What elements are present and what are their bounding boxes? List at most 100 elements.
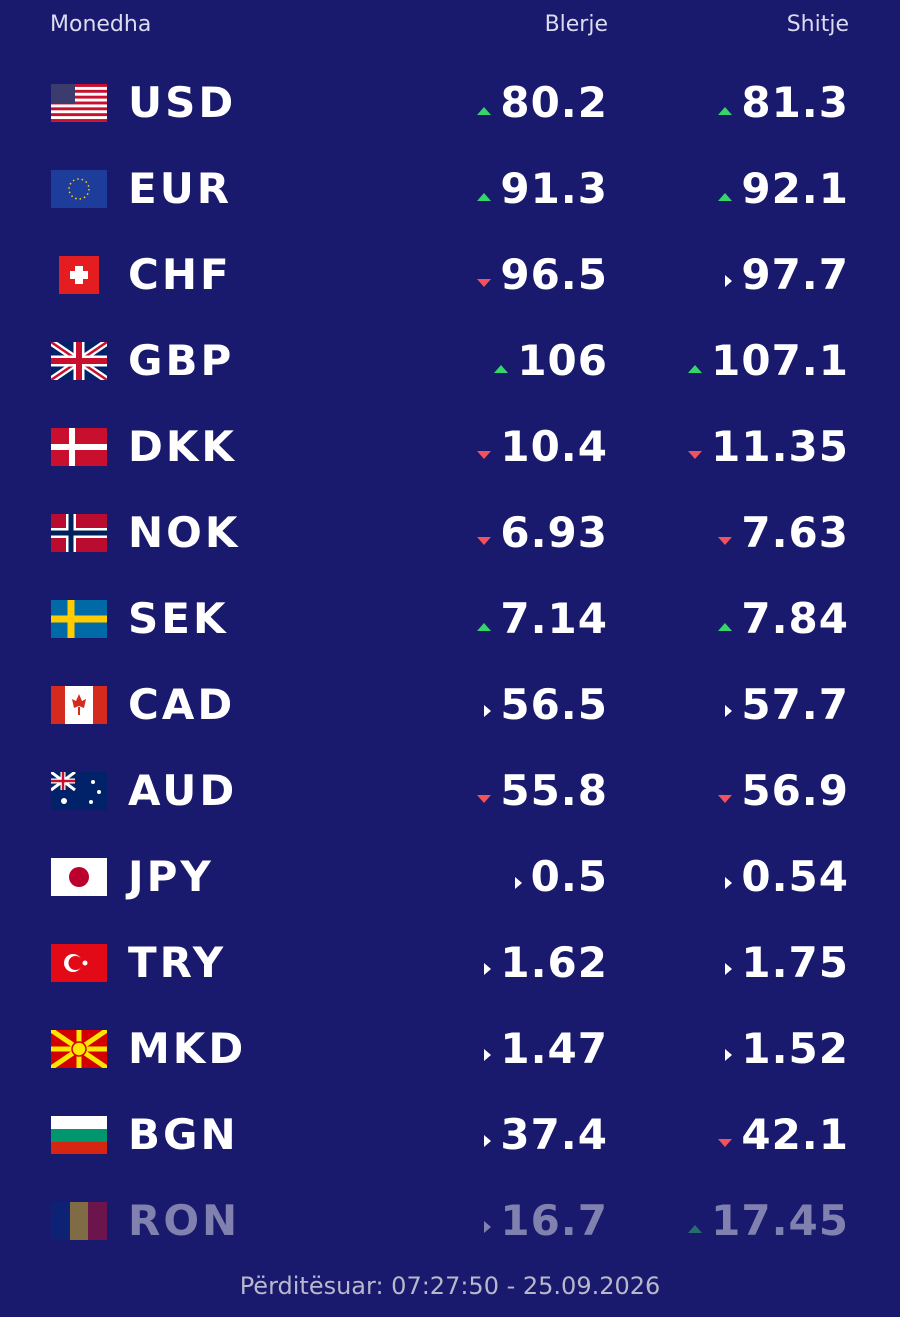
buy-rate: 1.62 bbox=[500, 938, 608, 987]
buy-rate: 7.14 bbox=[500, 594, 608, 643]
trend-up bbox=[717, 78, 741, 127]
icon-shape bbox=[51, 1142, 107, 1154]
icon-shape bbox=[51, 686, 65, 724]
icon-shape bbox=[688, 451, 703, 459]
buy-rate-cell: 96.5 bbox=[476, 250, 608, 299]
sell-rate: 1.75 bbox=[741, 938, 849, 987]
buy-rate: 16.7 bbox=[500, 1196, 608, 1245]
icon-shape bbox=[718, 107, 733, 115]
icon-shape bbox=[70, 271, 88, 279]
currency-code: SEK bbox=[128, 594, 229, 643]
currency-code: GBP bbox=[128, 336, 235, 385]
icon-shape bbox=[51, 772, 75, 790]
flag-icon bbox=[59, 256, 99, 294]
trend-up bbox=[687, 1196, 711, 1245]
buy-rate-cell: 16.7 bbox=[482, 1196, 608, 1245]
icon-shape bbox=[51, 1116, 107, 1129]
icon-shape bbox=[477, 623, 492, 631]
icon-shape bbox=[51, 514, 107, 552]
icon-shape bbox=[477, 537, 492, 545]
icon-shape bbox=[51, 119, 107, 122]
sell-rate-cell: 7.63 bbox=[717, 508, 849, 557]
sell-rate-cell: 81.3 bbox=[717, 78, 849, 127]
sell-rate: 42.1 bbox=[741, 1110, 849, 1159]
trend-down bbox=[476, 766, 500, 815]
icon-shape bbox=[484, 963, 492, 975]
buy-rate-cell: 55.8 bbox=[476, 766, 608, 815]
trend-down bbox=[476, 508, 500, 557]
currency-row: JPY 0.5 0.54 bbox=[0, 834, 900, 920]
icon-shape bbox=[725, 877, 733, 889]
icon-shape bbox=[97, 790, 101, 794]
trend-down bbox=[717, 1110, 741, 1159]
currency-code: TRY bbox=[128, 938, 227, 987]
sell-rate: 92.1 bbox=[741, 164, 849, 213]
flag-icon bbox=[51, 514, 107, 552]
flag-icon bbox=[51, 1202, 107, 1240]
trend-flat bbox=[482, 1110, 500, 1159]
buy-rate: 56.5 bbox=[500, 680, 608, 729]
flag-icon bbox=[51, 858, 107, 896]
sell-rate-cell: 97.7 bbox=[723, 250, 849, 299]
icon-shape bbox=[484, 1221, 492, 1233]
buy-rate-cell: 10.4 bbox=[476, 422, 608, 471]
currency-row: DKK 10.4 11.35 bbox=[0, 404, 900, 490]
flag-icon bbox=[51, 342, 107, 380]
currency-row: NOK 6.93 7.63 bbox=[0, 490, 900, 576]
currency-code: MKD bbox=[128, 1024, 247, 1073]
flag-icon bbox=[51, 84, 107, 122]
sell-rate: 56.9 bbox=[741, 766, 849, 815]
trend-down bbox=[717, 508, 741, 557]
icon-shape bbox=[51, 342, 107, 380]
trend-down bbox=[476, 250, 500, 299]
currency-code: JPY bbox=[128, 852, 214, 901]
icon-shape bbox=[484, 705, 492, 717]
icon-shape bbox=[51, 1129, 107, 1142]
sell-rate-cell: 1.75 bbox=[723, 938, 849, 987]
currency-row: USD 80.2 81.3 bbox=[0, 60, 900, 146]
buy-rate: 80.2 bbox=[500, 78, 608, 127]
buy-rate: 10.4 bbox=[500, 422, 608, 471]
currency-code: EUR bbox=[128, 164, 233, 213]
sell-rate-cell: 56.9 bbox=[717, 766, 849, 815]
icon-shape bbox=[477, 193, 492, 201]
buy-rate-cell: 80.2 bbox=[476, 78, 608, 127]
flag-icon bbox=[51, 944, 107, 982]
icon-shape bbox=[477, 279, 492, 287]
currency-row: AUD 55.8 56.9 bbox=[0, 748, 900, 834]
column-header: Blerje bbox=[544, 12, 608, 37]
icon-shape bbox=[494, 365, 509, 373]
icon-shape bbox=[718, 623, 733, 631]
buy-rate: 0.5 bbox=[530, 852, 608, 901]
icon-shape bbox=[51, 89, 107, 93]
trend-flat bbox=[723, 852, 741, 901]
currency-row: EUR 91.3 92.1 bbox=[0, 146, 900, 232]
currency-code: CAD bbox=[128, 680, 236, 729]
currency-row: SEK 7.14 7.84 bbox=[0, 576, 900, 662]
sell-rate-cell: 57.7 bbox=[723, 680, 849, 729]
flag-icon bbox=[51, 772, 107, 810]
flag-icon bbox=[51, 686, 107, 724]
currency-code: RON bbox=[128, 1196, 241, 1245]
icon-shape bbox=[51, 84, 107, 87]
trend-flat bbox=[482, 1024, 500, 1073]
icon-shape bbox=[688, 365, 703, 373]
sell-rate-cell: 42.1 bbox=[717, 1110, 849, 1159]
buy-rate: 6.93 bbox=[500, 508, 608, 557]
currency-code: NOK bbox=[128, 508, 241, 557]
buy-rate-cell: 1.62 bbox=[482, 938, 608, 987]
trend-up bbox=[717, 164, 741, 213]
flag-icon bbox=[51, 428, 107, 466]
trend-flat bbox=[723, 1024, 741, 1073]
trend-flat bbox=[723, 250, 741, 299]
currency-code: DKK bbox=[128, 422, 237, 471]
trend-flat bbox=[723, 680, 741, 729]
flag-icon bbox=[51, 170, 107, 208]
buy-rate-cell: 0.5 bbox=[513, 852, 608, 901]
icon-shape bbox=[725, 705, 733, 717]
icon-shape bbox=[477, 795, 492, 803]
column-header: Monedha bbox=[50, 12, 152, 37]
sell-rate: 7.84 bbox=[741, 594, 849, 643]
icon-shape bbox=[484, 1049, 492, 1061]
